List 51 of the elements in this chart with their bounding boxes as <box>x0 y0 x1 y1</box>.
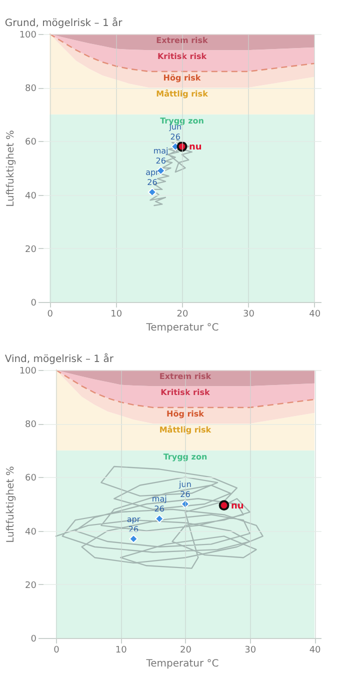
y-tick-label: 60 <box>25 474 37 484</box>
x-tick-label: 0 <box>54 646 60 656</box>
series-label: Extrem risk <box>156 36 209 45</box>
line-series <box>55 466 264 569</box>
y-tick-label: 40 <box>25 191 37 202</box>
x-tick-label: 30 <box>242 310 255 320</box>
y-tick-label: 0 <box>30 298 37 308</box>
data-label: maj 26 <box>152 494 167 514</box>
x-tick-label: 10 <box>110 310 122 320</box>
series-label: Trygg zon <box>163 452 208 462</box>
y-tick-label: 20 <box>25 244 37 255</box>
y-axis-title: Luftfuktighet % <box>5 466 16 543</box>
y-tick-label: 40 <box>25 527 37 538</box>
series-label: Hög risk <box>163 74 202 83</box>
series-label: Extrem risk <box>159 372 212 381</box>
series-label: Måttlig risk <box>156 88 209 99</box>
x-axis-title: Temperatur °C <box>145 658 219 670</box>
chart-title: Vind, mögelrisk – 1 år <box>4 353 114 365</box>
series-label: Kritisk risk <box>160 388 210 398</box>
x-tick-label: 40 <box>309 310 321 320</box>
series-label: Måttlig risk <box>159 424 212 435</box>
y-tick-label: 80 <box>25 420 37 430</box>
x-tick-label: 0 <box>47 310 54 320</box>
y-tick-label: 80 <box>25 84 37 94</box>
series-label: Trygg zon <box>160 116 204 126</box>
data-label: nu <box>189 142 202 153</box>
x-tick-label: 10 <box>115 646 128 656</box>
point <box>218 500 230 511</box>
data-label: apr 26 <box>146 168 160 188</box>
x-tick-label: 20 <box>180 646 192 656</box>
point <box>148 188 157 196</box>
y-tick-label: 20 <box>25 580 37 591</box>
point <box>129 534 138 544</box>
x-tick-label: 30 <box>244 646 256 656</box>
x-axis-title: Temperatur °C <box>145 322 219 334</box>
point <box>176 141 188 152</box>
y-tick-label: 60 <box>25 138 37 148</box>
y-tick-label: 0 <box>30 634 37 644</box>
data-label: nu <box>231 501 244 512</box>
point <box>180 500 190 508</box>
y-axis-title: Luftfuktighet % <box>5 130 16 207</box>
data-label: apr 26 <box>126 514 141 534</box>
y-tick-label: 100 <box>19 30 37 40</box>
y-tick-label: 100 <box>19 366 37 376</box>
data-label: jun 26 <box>178 480 192 499</box>
chart-title: Grund, mögelrisk – 1 år <box>4 17 124 29</box>
x-tick-label: 40 <box>309 646 322 656</box>
x-tick-label: 20 <box>176 310 188 320</box>
series-label: Hög risk <box>166 410 205 419</box>
point <box>155 514 164 524</box>
series-label: Kritisk risk <box>157 52 208 62</box>
